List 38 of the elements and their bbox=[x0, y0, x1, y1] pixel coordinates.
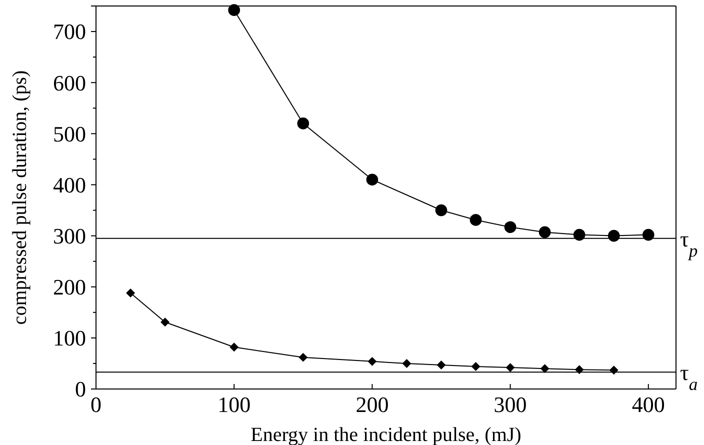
y-tick-label: 600 bbox=[53, 70, 86, 96]
x-tick-label: 400 bbox=[632, 392, 665, 417]
x-tick-label: 200 bbox=[356, 392, 389, 417]
point bbox=[470, 214, 482, 226]
point bbox=[230, 342, 239, 352]
x-axis-title: Energy in the incident pulse, (mJ) bbox=[250, 424, 522, 445]
y-tick-label: 400 bbox=[53, 172, 86, 198]
y-axis-title: compressed pulse duration, (ps) bbox=[9, 70, 31, 325]
point bbox=[506, 363, 515, 372]
point bbox=[608, 230, 620, 242]
point bbox=[504, 221, 516, 234]
point bbox=[160, 318, 170, 327]
x-tick-label: 300 bbox=[494, 392, 527, 417]
y-tick-label: 700 bbox=[53, 19, 86, 44]
x-tick-label: 100 bbox=[218, 392, 251, 417]
y-tick-label: 300 bbox=[53, 224, 86, 248]
point bbox=[298, 352, 308, 362]
point bbox=[540, 364, 550, 374]
y-tick-label: 100 bbox=[53, 326, 86, 351]
point bbox=[471, 362, 480, 372]
point bbox=[366, 174, 378, 186]
point bbox=[573, 228, 586, 241]
point bbox=[228, 4, 240, 16]
point bbox=[642, 228, 654, 241]
point bbox=[297, 118, 310, 130]
point bbox=[402, 358, 412, 368]
point bbox=[436, 360, 446, 370]
point bbox=[574, 365, 584, 374]
ref-line-label: τ$_{p}$ bbox=[680, 226, 698, 260]
y-tick-label: 200 bbox=[53, 274, 86, 300]
point bbox=[435, 204, 448, 216]
point bbox=[609, 366, 618, 375]
point bbox=[126, 288, 135, 298]
y-tick-label: 500 bbox=[53, 121, 86, 146]
ref-line-label: τ$_{a}$ bbox=[680, 360, 698, 394]
point bbox=[538, 226, 551, 238]
point bbox=[368, 356, 377, 366]
x-tick-label: 0 bbox=[90, 392, 102, 417]
